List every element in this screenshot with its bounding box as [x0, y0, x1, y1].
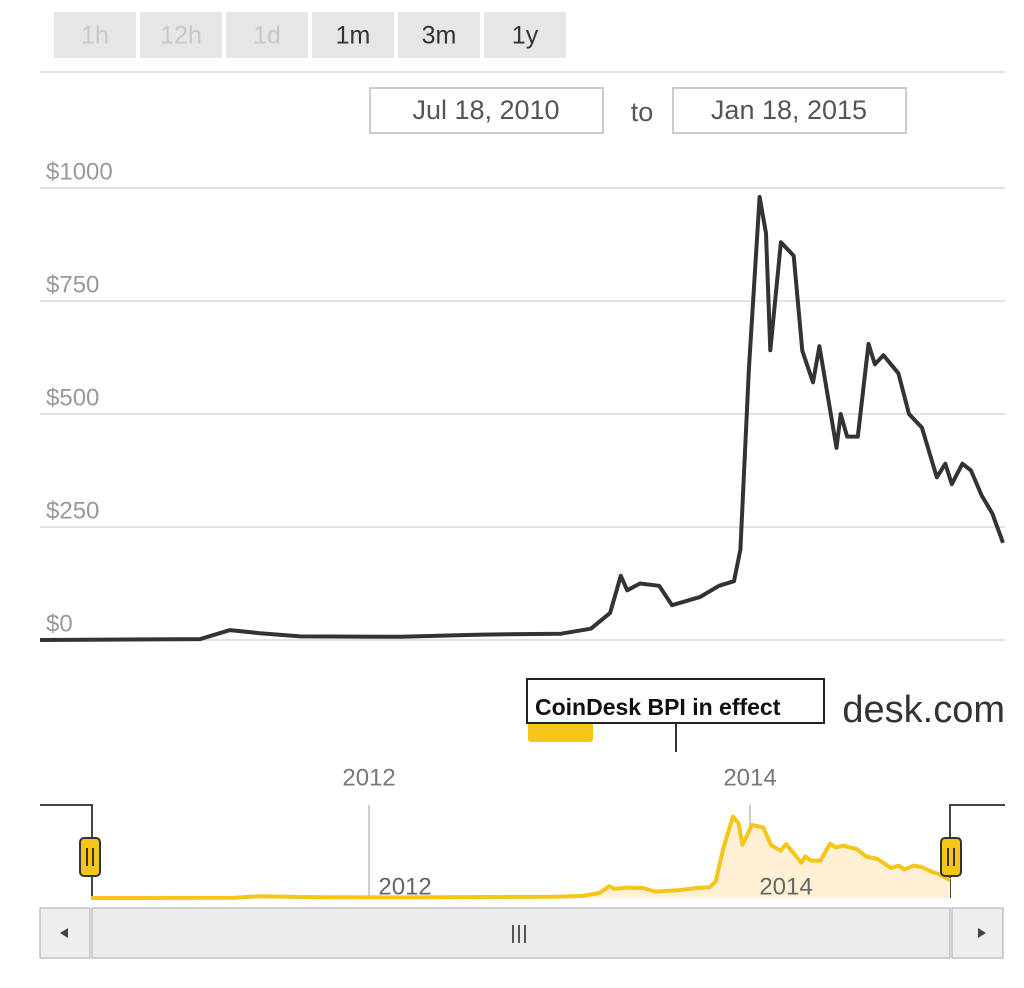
y-tick-label: $750: [46, 271, 99, 298]
to-label: to: [631, 97, 654, 127]
scroll-thumb[interactable]: [91, 907, 951, 959]
range-button: [54, 12, 136, 58]
range-button[interactable]: [484, 12, 566, 58]
y-tick-label: $0: [46, 610, 73, 637]
range-button: [140, 12, 222, 58]
to-date-box[interactable]: [672, 87, 907, 134]
range-handle[interactable]: [79, 837, 101, 877]
grip: [512, 925, 526, 943]
from-date[interactable]: Jul 18, 2010: [412, 95, 559, 125]
range-button[interactable]: [312, 12, 394, 58]
range-handle[interactable]: [940, 837, 962, 877]
tooltip-box: [526, 678, 825, 724]
handle-grip: [947, 848, 955, 866]
range-button-label: 1m: [336, 22, 371, 50]
scroll-right[interactable]: [951, 907, 1004, 959]
y-tick-label: $250: [46, 497, 99, 524]
from-date-box[interactable]: [369, 87, 604, 134]
y-tick-label: $1000: [46, 158, 113, 185]
range-button-label: 3m: [422, 22, 457, 50]
range-button-label: 12h: [160, 22, 202, 50]
navigator-area: [91, 816, 950, 898]
arrow-right: [978, 928, 986, 938]
tooltip: CoinDesk BPI in effect: [535, 694, 781, 720]
range-button-label: 1h: [81, 22, 109, 50]
price-line: [39, 195, 1005, 642]
arrow-left: [60, 928, 68, 938]
range-button-label: 1d: [253, 22, 281, 50]
range-button: [226, 12, 308, 58]
to-date[interactable]: Jan 18, 2015: [711, 95, 867, 125]
navigator-label: 2012: [378, 873, 431, 900]
range-button[interactable]: [398, 12, 480, 58]
navigator-line: [90, 814, 951, 900]
x-tick-label: 2014: [723, 764, 776, 791]
handle-grip: [86, 848, 94, 866]
x-tick-label: 2012: [342, 764, 395, 791]
watermark: desk.com: [842, 689, 1005, 731]
navigator-label: 2014: [759, 873, 812, 900]
y-tick-label: $500: [46, 384, 99, 411]
range-button-label: 1y: [512, 22, 539, 50]
